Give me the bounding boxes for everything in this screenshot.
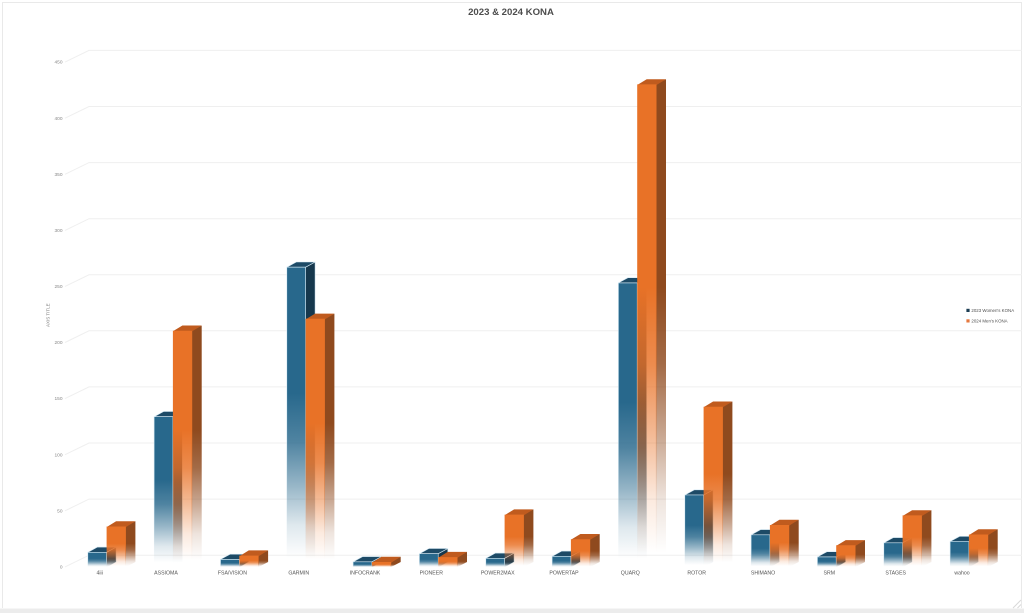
svg-text:FSA/VISION: FSA/VISION	[218, 571, 247, 577]
svg-text:ASSIOMA: ASSIOMA	[154, 571, 178, 577]
svg-text:50: 50	[57, 508, 63, 514]
svg-text:SRM: SRM	[824, 571, 836, 577]
svg-text:300: 300	[54, 228, 62, 234]
svg-text:POWERTAP: POWERTAP	[549, 571, 579, 577]
svg-text:100: 100	[54, 452, 62, 458]
svg-text:350: 350	[54, 172, 62, 178]
svg-text:0: 0	[60, 565, 63, 571]
svg-text:SHIMANO: SHIMANO	[751, 571, 775, 577]
svg-text:250: 250	[54, 284, 62, 290]
svg-text:INFOCRANK: INFOCRANK	[350, 571, 381, 577]
svg-text:AXIS TITLE: AXIS TITLE	[45, 303, 50, 327]
svg-text:POWER2MAX: POWER2MAX	[481, 571, 515, 577]
svg-text:450: 450	[54, 60, 62, 66]
svg-text:2023 & 2024 KONA: 2023 & 2024 KONA	[468, 7, 554, 18]
svg-text:4iii: 4iii	[97, 571, 103, 577]
svg-text:wahoo: wahoo	[954, 571, 969, 577]
svg-text:400: 400	[54, 116, 62, 122]
svg-text:QUARQ: QUARQ	[621, 571, 640, 577]
svg-text:ROTOR: ROTOR	[687, 571, 706, 577]
svg-text:2024 Men's KONA: 2024 Men's KONA	[971, 319, 1007, 324]
svg-text:GARMIN: GARMIN	[288, 571, 309, 577]
svg-text:2023 Women's KONA: 2023 Women's KONA	[971, 308, 1014, 313]
svg-text:200: 200	[54, 340, 62, 346]
svg-text:PIONEER: PIONEER	[420, 571, 444, 577]
svg-text:STAGES: STAGES	[885, 571, 906, 577]
svg-text:150: 150	[54, 396, 62, 402]
